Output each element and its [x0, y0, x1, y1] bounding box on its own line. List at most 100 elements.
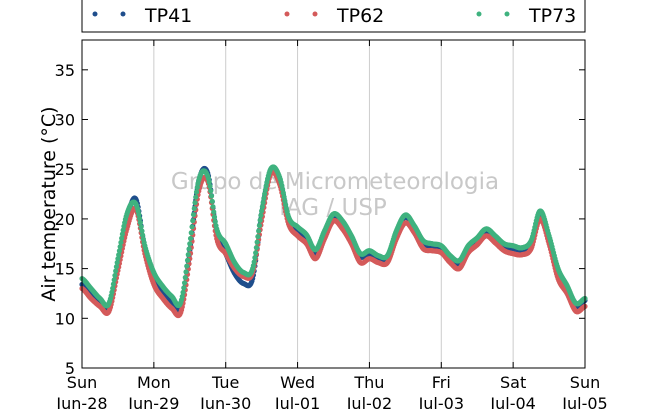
- trace-dot: [185, 251, 191, 258]
- x-axis: Sun Jun-28 Mon Jun-29 Tue Jun-30 Wed Jul-01 Thu J…: [55, 40, 608, 409]
- trace-dot: [111, 277, 117, 283]
- trace-dot: [137, 219, 143, 226]
- y-tick-label: 5: [65, 359, 75, 378]
- legend-item-tp41: TP41: [92, 5, 192, 27]
- x-tick-label-date: Jul-04: [489, 394, 535, 409]
- trace-dot: [139, 228, 145, 234]
- y-tick-label: 15: [55, 260, 75, 279]
- x-tick-label-day: Sun: [67, 373, 97, 392]
- x-tick-label-day: Thu: [353, 373, 384, 392]
- trace-dot: [184, 263, 190, 269]
- trace-dot: [251, 259, 257, 265]
- trace-dot: [252, 255, 258, 261]
- x-tick-label-day: Sat: [500, 373, 526, 392]
- trace-dot: [208, 188, 214, 194]
- trace-dot: [193, 194, 199, 200]
- trace-dot: [110, 281, 117, 287]
- trace-dot: [180, 289, 186, 295]
- trace-dot: [112, 272, 118, 279]
- trace-dot: [119, 235, 125, 241]
- trace-dot: [138, 224, 144, 230]
- trace-dot: [258, 212, 264, 218]
- x-tick-label-day: Mon: [137, 373, 171, 392]
- trace-dot: [256, 222, 262, 229]
- trace-dot: [113, 264, 120, 270]
- x-tick-label-date: Jun-28: [55, 394, 107, 409]
- trace-dot: [113, 268, 119, 274]
- legend-label-tp62: TP62: [336, 5, 384, 27]
- trace-dot: [118, 239, 124, 246]
- y-tick-label: 35: [55, 61, 75, 80]
- trace-dot: [114, 259, 120, 266]
- legend-marker-tp62: [284, 11, 290, 17]
- trace-dot: [116, 252, 122, 258]
- watermark-line-1: Grupo de Micrometeorologia: [171, 169, 499, 195]
- trace-dot: [109, 289, 115, 295]
- x-tick-label-date: Jun-29: [127, 394, 179, 409]
- legend-marker-tp73: [476, 11, 482, 17]
- trace-dot: [254, 239, 260, 245]
- data-point: [259, 208, 265, 214]
- legend-label-tp41: TP41: [144, 5, 192, 27]
- legend-label-tp73: TP73: [528, 5, 576, 27]
- trace-dot: [209, 198, 215, 204]
- trace-dot: [253, 250, 259, 256]
- legend-marker-tp73: [504, 11, 510, 17]
- trace-dot: [210, 204, 216, 210]
- trace-dot: [186, 246, 192, 252]
- trace-dot: [116, 248, 123, 254]
- series-layer: [79, 164, 588, 319]
- x-tick-label-date: Jun-30: [199, 394, 251, 409]
- x-tick-label-date: Jul-05: [561, 394, 607, 409]
- trace-dot: [255, 233, 261, 240]
- trace-dot: [256, 228, 262, 234]
- trace-dot: [189, 224, 195, 230]
- x-tick-label-date: Jul-02: [346, 394, 392, 409]
- trace-dot: [281, 194, 287, 200]
- legend-marker-tp62: [312, 11, 318, 17]
- legend-marker-tp41: [120, 11, 126, 17]
- data-point: [187, 241, 193, 247]
- trace-dot: [253, 244, 259, 251]
- trace-dot: [261, 195, 267, 201]
- legend-frame: [81, 0, 586, 33]
- trace-dot: [262, 191, 268, 197]
- trace-dot: [257, 217, 263, 223]
- trace-dot: [211, 209, 217, 215]
- x-tick-label-day: Tue: [211, 373, 239, 392]
- x-tick-label-day: Fri: [432, 373, 451, 392]
- trace-dot: [179, 293, 185, 300]
- x-tick-label-day: Wed: [280, 373, 315, 392]
- trace-dot: [259, 204, 265, 210]
- trace-dot: [181, 285, 187, 291]
- trace-dot: [262, 187, 268, 193]
- trace-dot: [140, 232, 146, 238]
- x-tick-label-date: Jul-03: [418, 394, 464, 409]
- watermark: Grupo de Micrometeorologia IAG / USP: [171, 169, 499, 221]
- trace-dot: [192, 200, 198, 206]
- trace-dot: [212, 219, 218, 225]
- trace-dot: [181, 280, 188, 286]
- trace-dot: [190, 211, 197, 218]
- legend-item-tp73: TP73: [476, 5, 576, 27]
- y-tick-label: 30: [55, 111, 75, 130]
- y-tick-label: 10: [55, 309, 75, 328]
- gridlines: [153, 40, 514, 368]
- trace-dot: [137, 215, 143, 222]
- x-tick-label-day: Sun: [570, 373, 600, 392]
- trace-dot: [119, 231, 126, 237]
- trace-dot: [182, 274, 188, 281]
- plot-area-frame: [81, 39, 586, 369]
- trace-dot: [191, 205, 197, 212]
- trace-dot: [208, 193, 215, 199]
- trace-dot: [211, 214, 218, 220]
- legend: TP41 TP62 TP73: [81, 0, 586, 33]
- y-axis: 5 10 15 20 25 30 35: [55, 61, 585, 378]
- trace-dot: [187, 235, 194, 242]
- legend-marker-tp41: [92, 11, 98, 17]
- trace-dot: [207, 183, 213, 189]
- trace-dot: [183, 269, 189, 275]
